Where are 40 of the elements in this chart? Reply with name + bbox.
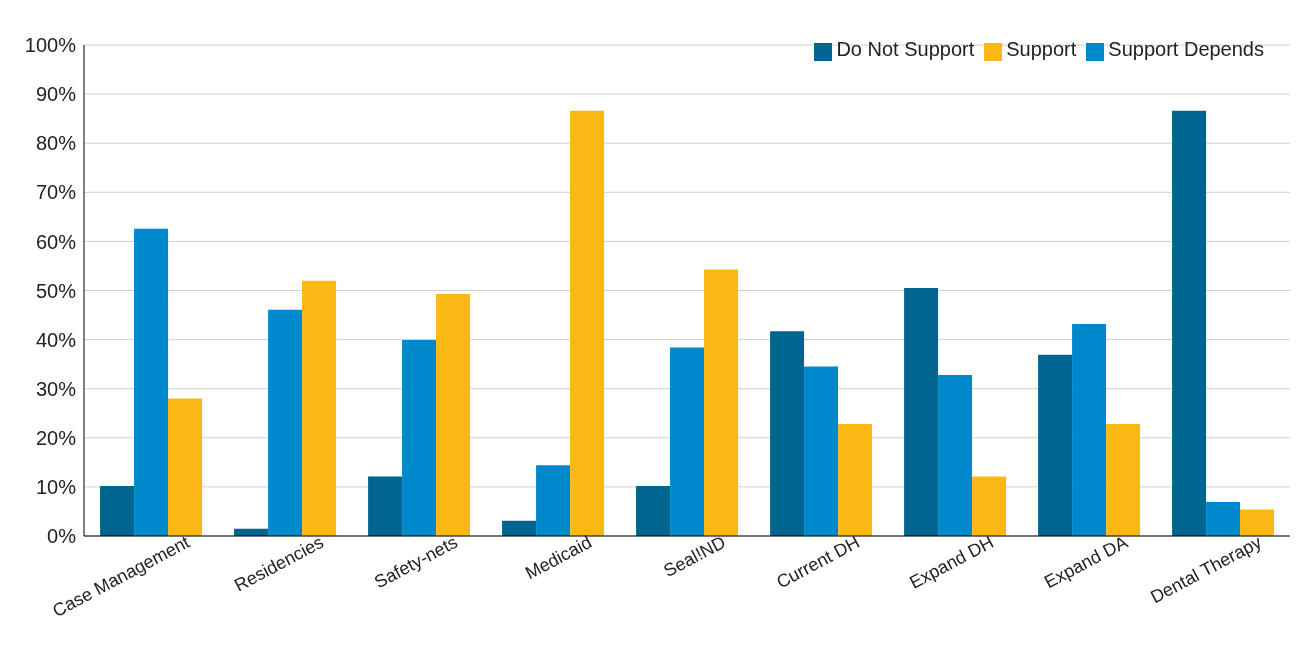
bar — [502, 520, 537, 536]
bar — [134, 228, 169, 536]
bar — [100, 485, 135, 536]
y-tick-label: 20% — [35, 426, 77, 449]
y-tick-label: 10% — [35, 476, 77, 498]
bar — [1038, 354, 1073, 536]
bar — [1072, 323, 1107, 536]
bar — [1172, 110, 1207, 536]
legend-label: Support — [1006, 38, 1077, 60]
bar — [1240, 509, 1275, 536]
bar — [436, 293, 471, 536]
y-tick-label: 60% — [35, 230, 77, 253]
y-tick-label: 40% — [35, 328, 77, 351]
bar — [938, 374, 973, 536]
bar — [770, 331, 805, 536]
bar — [670, 347, 705, 536]
bar — [1106, 424, 1141, 536]
bar — [402, 340, 437, 536]
y-tick-label: 70% — [35, 181, 77, 204]
bar — [536, 465, 571, 536]
y-tick-label: 100% — [24, 34, 77, 57]
bar — [368, 476, 403, 536]
y-tick-label: 80% — [35, 132, 77, 155]
bar — [268, 309, 303, 536]
y-tick-label: 0% — [47, 525, 77, 548]
legend-label: Do Not Support — [836, 38, 975, 60]
bar — [838, 424, 873, 536]
bar — [570, 110, 605, 536]
y-tick-label: 90% — [35, 83, 77, 106]
bar — [1206, 502, 1241, 536]
bar — [704, 269, 739, 536]
bar — [972, 476, 1007, 536]
y-tick-label: 30% — [35, 377, 77, 400]
bar — [636, 485, 671, 536]
bar — [168, 398, 203, 536]
y-tick-label: 50% — [35, 279, 77, 302]
bar — [302, 280, 337, 536]
bar — [904, 288, 939, 536]
legend-label: Support Depends — [1108, 38, 1264, 60]
bar — [804, 366, 839, 536]
